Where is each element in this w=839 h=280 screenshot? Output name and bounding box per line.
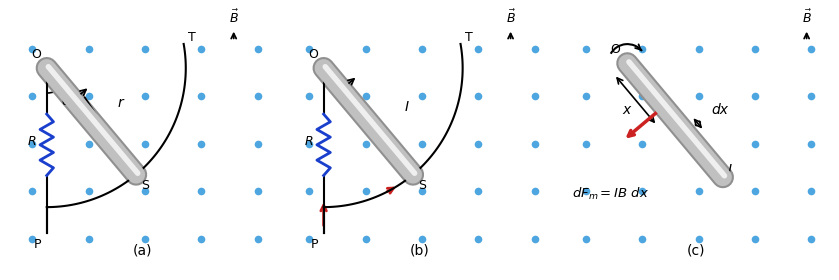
Text: x: x xyxy=(622,103,630,117)
Text: $\vec{B}$: $\vec{B}$ xyxy=(506,9,515,26)
Text: R: R xyxy=(28,135,36,148)
Text: I: I xyxy=(727,163,732,177)
Text: O: O xyxy=(308,48,318,61)
Text: (b): (b) xyxy=(409,244,430,258)
Text: $\theta$: $\theta$ xyxy=(61,92,71,108)
Text: P: P xyxy=(310,238,318,251)
Text: I: I xyxy=(405,100,409,114)
Text: T: T xyxy=(189,31,196,44)
Text: O: O xyxy=(610,43,620,56)
Text: $\vec{B}$: $\vec{B}$ xyxy=(229,9,238,26)
Text: $\vec{B}$: $\vec{B}$ xyxy=(802,9,811,26)
Text: $dF_m = IB\ dx$: $dF_m = IB\ dx$ xyxy=(571,186,649,202)
Text: r: r xyxy=(117,96,123,110)
Text: (a): (a) xyxy=(133,244,153,258)
Text: dx: dx xyxy=(711,103,728,117)
Text: S: S xyxy=(141,179,149,192)
Text: R: R xyxy=(305,135,313,148)
Text: (c): (c) xyxy=(687,244,706,258)
Text: S: S xyxy=(418,179,425,192)
Text: O: O xyxy=(31,48,41,61)
Text: T: T xyxy=(466,31,473,44)
Text: P: P xyxy=(34,238,41,251)
